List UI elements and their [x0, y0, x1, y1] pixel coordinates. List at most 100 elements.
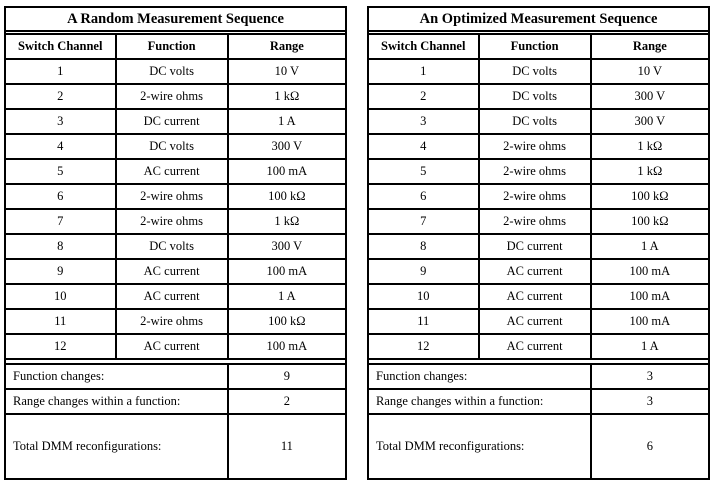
table-row: 10 AC current 100 mA	[369, 285, 708, 310]
table-row: 8 DC current 1 A	[369, 235, 708, 260]
table-body: 1 DC volts 10 V 2 DC volts 300 V 3 DC volts 300 …	[369, 60, 708, 360]
cell-function: 2-wire ohms	[480, 135, 592, 158]
summary-label: Range changes within a function:	[6, 390, 229, 413]
header-function: Function	[117, 35, 229, 58]
cell-channel: 6	[369, 185, 480, 208]
table-row: 2 DC volts 300 V	[369, 85, 708, 110]
cell-function: AC current	[117, 260, 229, 283]
cell-range: 1 A	[277, 289, 296, 303]
table-row: 8 DC volts 300 V	[6, 235, 345, 260]
table-row: 5 2-wire ohms 1 kΩ	[369, 160, 708, 185]
cell-function: AC current	[117, 285, 229, 308]
cell-function: 2-wire ohms	[117, 85, 229, 108]
header-switch-channel: Switch Channel	[6, 35, 117, 58]
cell-range: 100 kΩ	[268, 314, 306, 328]
table-title: A Random Measurement Sequence	[6, 8, 345, 32]
summary-row-total-reconfigurations: Total DMM reconfigurations: 11	[6, 415, 345, 478]
summary-row-range-changes: Range changes within a function: 2	[6, 390, 345, 415]
cell-function: DC volts	[117, 135, 229, 158]
table-row: 11 AC current 100 mA	[369, 310, 708, 335]
cell-channel: 9	[6, 260, 117, 283]
summary-row-function-changes: Function changes: 3	[369, 365, 708, 390]
cell-channel: 11	[369, 310, 480, 333]
cell-channel: 10	[6, 285, 117, 308]
cell-range: 1 A	[640, 239, 659, 253]
cell-function: AC current	[480, 260, 592, 283]
optimized-sequence-table: An Optimized Measurement Sequence Switch…	[367, 6, 710, 480]
summary-label: Function changes:	[369, 365, 592, 388]
table-row: 1 DC volts 10 V	[369, 60, 708, 85]
cell-channel: 1	[6, 60, 117, 83]
header-function: Function	[480, 35, 592, 58]
cell-function: 2-wire ohms	[480, 160, 592, 183]
summary-label: Range changes within a function:	[369, 390, 592, 413]
cell-channel: 6	[6, 185, 117, 208]
cell-function: AC current	[117, 160, 229, 183]
summary-value: 2	[283, 394, 290, 408]
table-row: 4 DC volts 300 V	[6, 135, 345, 160]
double-rule	[6, 32, 345, 35]
cell-channel: 1	[369, 60, 480, 83]
header-row: Switch Channel Function Range	[6, 35, 345, 60]
table-title: An Optimized Measurement Sequence	[369, 8, 708, 32]
table-row: 11 2-wire ohms 100 kΩ	[6, 310, 345, 335]
table-row: 1 DC volts 10 V	[6, 60, 345, 85]
table-row: 12 AC current 1 A	[369, 335, 708, 360]
cell-function: DC current	[117, 110, 229, 133]
table-row: 9 AC current 100 mA	[369, 260, 708, 285]
cell-channel: 2	[369, 85, 480, 108]
table-body: 1 DC volts 10 V 2 2-wire ohms 1 kΩ 3 DC current…	[6, 60, 345, 360]
cell-function: AC current	[480, 335, 592, 358]
cell-range: 300 V	[634, 89, 666, 103]
cell-range: 10 V	[274, 64, 300, 78]
cell-range: 1 kΩ	[637, 164, 663, 178]
cell-range: 300 V	[634, 114, 666, 128]
header-switch-channel: Switch Channel	[369, 35, 480, 58]
table-row: 4 2-wire ohms 1 kΩ	[369, 135, 708, 160]
cell-range: 100 mA	[629, 314, 671, 328]
cell-range: 1 A	[277, 114, 296, 128]
cell-channel: 12	[369, 335, 480, 358]
table-row: 5 AC current 100 mA	[6, 160, 345, 185]
summary-label: Total DMM reconfigurations:	[6, 415, 229, 478]
cell-channel: 3	[6, 110, 117, 133]
cell-channel: 2	[6, 85, 117, 108]
cell-function: DC volts	[480, 60, 592, 83]
cell-range: 100 kΩ	[631, 189, 669, 203]
table-row: 6 2-wire ohms 100 kΩ	[6, 185, 345, 210]
cell-function: 2-wire ohms	[117, 210, 229, 233]
summary-value: 3	[646, 369, 653, 383]
table-row: 12 AC current 100 mA	[6, 335, 345, 360]
cell-range: 1 kΩ	[637, 139, 663, 153]
cell-function: DC volts	[117, 235, 229, 258]
cell-channel: 3	[369, 110, 480, 133]
double-rule	[369, 32, 708, 35]
table-row: 7 2-wire ohms 1 kΩ	[6, 210, 345, 235]
summary-row-total-reconfigurations: Total DMM reconfigurations: 6	[369, 415, 708, 478]
cell-range: 100 mA	[266, 339, 308, 353]
cell-function: AC current	[117, 335, 229, 358]
summary-value: 3	[646, 394, 653, 408]
cell-channel: 7	[369, 210, 480, 233]
table-row: 9 AC current 100 mA	[6, 260, 345, 285]
cell-function: DC volts	[480, 85, 592, 108]
cell-function: 2-wire ohms	[117, 310, 229, 333]
table-row: 10 AC current 1 A	[6, 285, 345, 310]
cell-function: DC volts	[117, 60, 229, 83]
cell-range: 1 kΩ	[274, 89, 300, 103]
cell-range: 100 mA	[629, 264, 671, 278]
cell-function: 2-wire ohms	[117, 185, 229, 208]
table-row: 3 DC current 1 A	[6, 110, 345, 135]
cell-function: 2-wire ohms	[480, 210, 592, 233]
random-sequence-table: A Random Measurement Sequence Switch Cha…	[4, 6, 347, 480]
cell-channel: 7	[6, 210, 117, 233]
cell-range: 1 A	[640, 339, 659, 353]
table-row: 7 2-wire ohms 100 kΩ	[369, 210, 708, 235]
cell-channel: 5	[6, 160, 117, 183]
table-row: 2 2-wire ohms 1 kΩ	[6, 85, 345, 110]
summary-value: 6	[646, 439, 653, 453]
cell-range: 100 mA	[629, 289, 671, 303]
cell-channel: 8	[369, 235, 480, 258]
cell-function: DC current	[480, 235, 592, 258]
